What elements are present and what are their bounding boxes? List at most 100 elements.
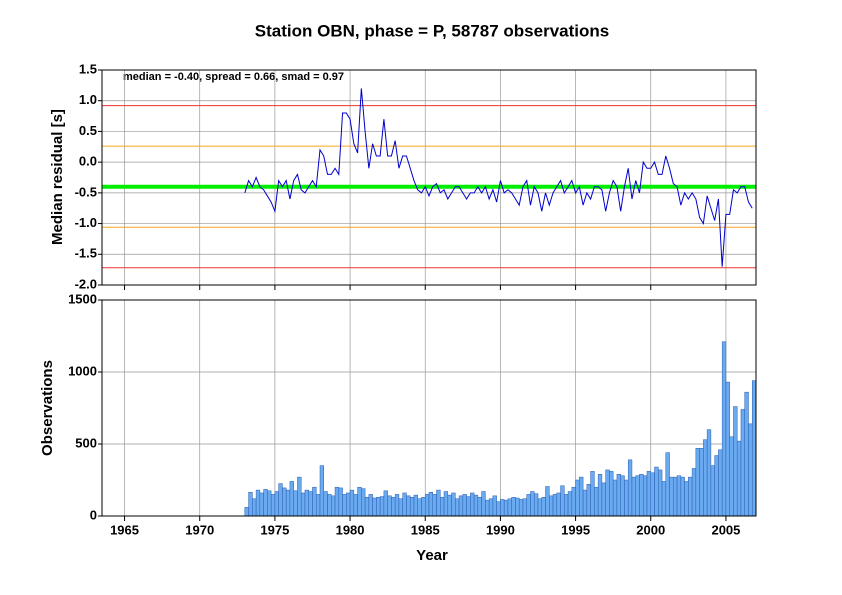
- y-tick-label: 1000: [68, 363, 97, 378]
- bar: [409, 497, 415, 517]
- bar: [710, 465, 715, 517]
- y-tick-label: 1500: [68, 291, 97, 306]
- bar: [323, 491, 328, 517]
- bar: [582, 489, 588, 517]
- bar: [522, 498, 527, 517]
- bar: [665, 452, 670, 517]
- bar: [537, 498, 543, 517]
- bar: [274, 491, 279, 517]
- bar: [391, 497, 396, 517]
- bar: [605, 469, 610, 517]
- bar: [575, 479, 580, 517]
- bar: [447, 494, 452, 517]
- bar: [579, 476, 584, 517]
- x-tick-label: 2000: [636, 522, 665, 537]
- bar: [282, 487, 287, 517]
- bar: [673, 476, 678, 517]
- bar: [725, 381, 730, 517]
- bar: [601, 482, 606, 517]
- bar: [485, 499, 490, 517]
- x-tick-label: 1990: [486, 522, 515, 537]
- bar: [736, 440, 742, 517]
- bar: [440, 497, 445, 517]
- bar: [473, 494, 479, 517]
- plot-frame: [101, 299, 757, 517]
- annotation: median = -0.40, spread = 0.66, smad = 0.…: [123, 71, 344, 83]
- bar: [571, 486, 576, 517]
- bar: [466, 496, 471, 517]
- bar: [567, 491, 573, 517]
- bar: [492, 495, 497, 517]
- bar: [721, 341, 727, 517]
- bar: [406, 495, 411, 517]
- bar: [357, 486, 362, 517]
- bar: [417, 498, 422, 517]
- bar: [346, 492, 351, 517]
- y-tick-label: 1.5: [79, 61, 97, 76]
- bar: [244, 507, 249, 517]
- bar: [507, 498, 512, 517]
- bar: [586, 484, 591, 517]
- bar: [334, 486, 340, 517]
- bar: [631, 476, 636, 517]
- bar: [556, 492, 561, 517]
- bar: [695, 448, 700, 517]
- y-axis-label: Median residual [s]: [49, 109, 66, 245]
- bar: [564, 494, 569, 517]
- bar: [398, 498, 403, 517]
- bar: [714, 455, 719, 517]
- bar: [688, 476, 693, 517]
- bar: [706, 429, 712, 517]
- bar: [733, 406, 738, 517]
- bar: [248, 491, 253, 517]
- y-axis-label: Observations: [39, 360, 56, 456]
- bar: [590, 471, 595, 517]
- bar: [594, 486, 599, 517]
- bar: [338, 487, 343, 517]
- bar: [718, 449, 723, 517]
- y-tick-label: 0.5: [79, 123, 97, 138]
- bar: [379, 496, 385, 517]
- bar: [526, 494, 531, 517]
- bar: [748, 423, 753, 517]
- bar: [270, 494, 276, 517]
- bar: [297, 476, 302, 517]
- bar: [533, 493, 539, 517]
- y-tick-label: -0.5: [75, 184, 97, 199]
- plot-frame: [101, 69, 757, 286]
- bar: [394, 494, 400, 517]
- bar: [477, 497, 482, 517]
- bar: [278, 483, 283, 517]
- bar: [627, 459, 633, 517]
- bar: [650, 472, 655, 517]
- x-tick-label: 2005: [711, 522, 740, 537]
- bar: [349, 489, 355, 517]
- bar: [669, 476, 674, 517]
- bar: [541, 497, 546, 517]
- bar: [368, 494, 373, 517]
- bar: [616, 473, 621, 517]
- x-axis-label: Year: [416, 547, 448, 564]
- bar: [342, 494, 347, 517]
- bar: [496, 501, 501, 517]
- bar: [402, 492, 407, 517]
- y-tick-label: 0.0: [79, 154, 97, 169]
- bar: [300, 492, 306, 517]
- bar: [353, 494, 358, 517]
- bar: [549, 495, 554, 517]
- bar: [642, 475, 648, 517]
- x-tick-label: 1970: [185, 522, 214, 537]
- bar: [285, 489, 291, 517]
- bar: [455, 498, 460, 517]
- bar: [624, 479, 629, 517]
- bar: [481, 491, 486, 517]
- bar: [327, 494, 332, 517]
- bar: [458, 495, 464, 517]
- bar: [331, 495, 336, 517]
- bar: [255, 489, 261, 517]
- bar: [312, 486, 317, 517]
- bar: [530, 491, 535, 517]
- bar: [315, 494, 321, 517]
- bar: [413, 494, 418, 517]
